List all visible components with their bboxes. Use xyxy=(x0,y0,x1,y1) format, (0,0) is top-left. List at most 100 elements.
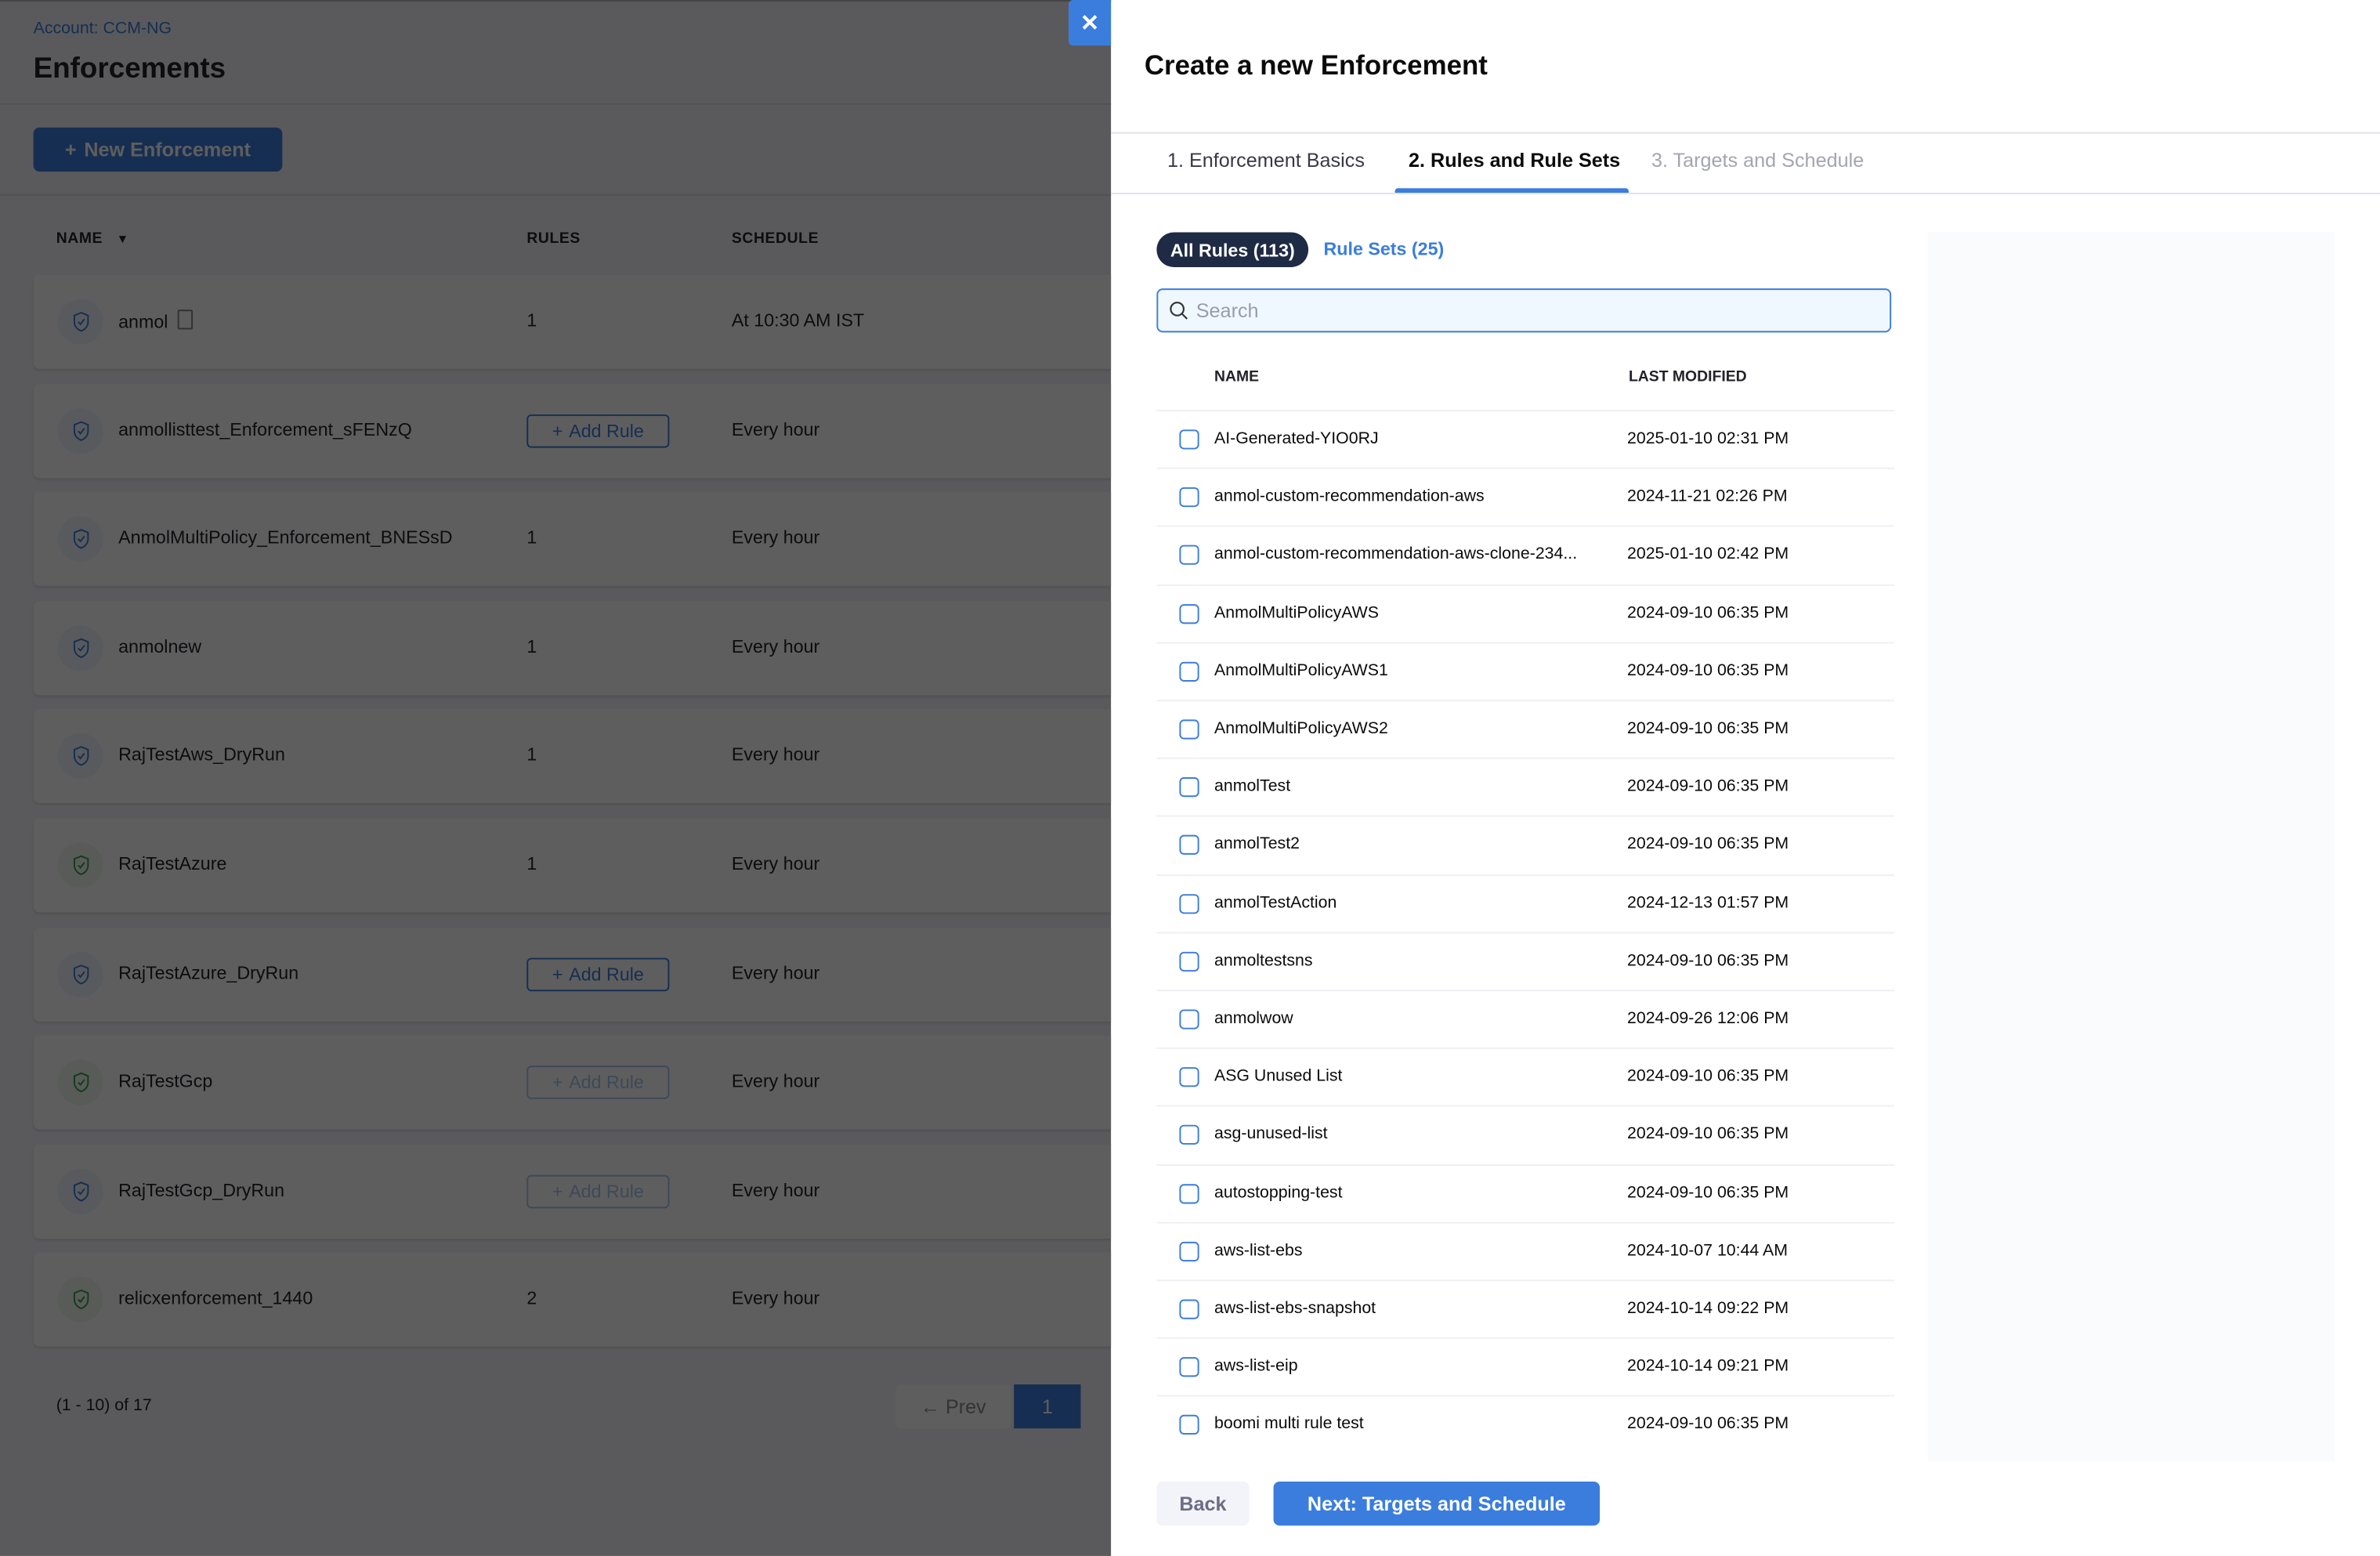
prev-page-button[interactable]: ← Prev xyxy=(895,1384,1011,1429)
rule-checkbox[interactable] xyxy=(1179,1067,1199,1087)
divider xyxy=(0,103,1112,105)
rule-name: anmolTest xyxy=(1214,777,1291,796)
rule-checkbox[interactable] xyxy=(1179,1357,1199,1377)
schedule: Every hour xyxy=(731,744,820,766)
new-enforcement-button[interactable]: + New Enforcement xyxy=(33,127,283,172)
active-tab-indicator xyxy=(1394,188,1629,194)
rule-row[interactable]: ASG Unused List 2024-09-10 06:35 PM xyxy=(1156,1048,1894,1107)
enforcement-row[interactable]: RajTestAws_DryRun 1 Every hour xyxy=(33,709,1112,804)
rule-checkbox[interactable] xyxy=(1179,661,1199,682)
shield-icon-badge xyxy=(57,299,103,345)
enforcement-row[interactable]: AnmolMultiPolicy_Enforcement_BNESsD 1 Ev… xyxy=(33,492,1112,587)
rule-row[interactable]: anmol-custom-recommendation-aws 2024-11-… xyxy=(1156,468,1894,527)
enforcement-row[interactable]: relicxenforcement_1440 2 Every hour xyxy=(33,1253,1112,1348)
rule-checkbox[interactable] xyxy=(1179,545,1199,566)
add-rule-button[interactable]: + Add Rule xyxy=(526,414,670,447)
enforcement-row[interactable]: RajTestGcp_DryRun + Add Rule Every hour xyxy=(33,1144,1112,1239)
rule-row[interactable]: autostopping-test 2024-09-10 06:35 PM xyxy=(1156,1163,1894,1223)
rule-row[interactable]: AI-Generated-YIO0RJ 2025-01-10 02:31 PM xyxy=(1156,410,1894,469)
enforcements-page-dimmed-behind-modal: Account: CCM-NG Enforcements + New Enfor… xyxy=(0,0,1112,1556)
page-1-button[interactable]: 1 xyxy=(1014,1384,1081,1429)
rule-checkbox[interactable] xyxy=(1179,835,1199,856)
rule-checkbox[interactable] xyxy=(1179,719,1199,740)
add-rule-button[interactable]: + Add Rule xyxy=(526,1174,670,1208)
rule-row[interactable]: AnmolMultiPolicyAWS1 2024-09-10 06:35 PM xyxy=(1156,642,1894,701)
next-button[interactable]: Next: Targets and Schedule xyxy=(1273,1482,1601,1526)
enforcement-name[interactable]: anmollisttest_Enforcement_sFENzQ xyxy=(118,418,412,440)
rule-checkbox[interactable] xyxy=(1179,1299,1199,1319)
enforcement-row[interactable]: anmolnew 1 Every hour xyxy=(33,600,1112,695)
rules-count: 1 xyxy=(526,635,537,657)
rule-row[interactable]: aws-list-ebs 2024-10-07 10:44 AM xyxy=(1156,1221,1894,1281)
rule-row[interactable]: anmolTest2 2024-09-10 06:35 PM xyxy=(1156,816,1894,875)
enforcement-name[interactable]: anmol xyxy=(118,309,194,332)
enforcement-name[interactable]: AnmolMultiPolicy_Enforcement_BNESsD xyxy=(118,527,453,548)
rule-row[interactable]: AnmolMultiPolicyAWS2 2024-09-10 06:35 PM xyxy=(1156,700,1894,759)
rule-name: AnmolMultiPolicyAWS xyxy=(1214,603,1380,622)
rule-row[interactable]: aws-list-ebs-snapshot 2024-10-14 09:22 P… xyxy=(1156,1279,1894,1339)
rule-checkbox[interactable] xyxy=(1179,1125,1199,1145)
rule-row[interactable]: anmol-custom-recommendation-aws-clone-23… xyxy=(1156,526,1894,585)
rule-checkbox[interactable] xyxy=(1179,1415,1199,1435)
rule-checkbox[interactable] xyxy=(1179,951,1199,972)
plus-icon: + xyxy=(552,963,563,985)
shield-icon-badge xyxy=(57,733,103,780)
rule-row[interactable]: boomi multi rule test 2024-09-10 06:35 P… xyxy=(1156,1395,1894,1455)
enforcement-name[interactable]: relicxenforcement_1440 xyxy=(118,1287,313,1309)
enforcement-name[interactable]: RajTestAws_DryRun xyxy=(118,744,285,766)
rule-row[interactable]: AnmolMultiPolicyAWS 2024-09-10 06:35 PM xyxy=(1156,584,1894,643)
add-rule-button[interactable]: + Add Rule xyxy=(526,957,670,991)
rule-last-modified: 2024-10-07 10:44 AM xyxy=(1627,1241,1789,1260)
search-field[interactable] xyxy=(1156,288,1892,333)
enforcement-name[interactable]: anmolnew xyxy=(118,635,202,657)
rule-checkbox[interactable] xyxy=(1179,429,1199,450)
rule-row[interactable]: aws-list-eip 2024-10-14 09:21 PM xyxy=(1156,1337,1894,1397)
rule-row[interactable]: anmolTest 2024-09-10 06:35 PM xyxy=(1156,758,1894,817)
rule-last-modified: 2024-09-10 06:35 PM xyxy=(1627,1415,1789,1434)
rule-row[interactable]: anmoltestsns 2024-09-10 06:35 PM xyxy=(1156,932,1894,991)
rule-checkbox[interactable] xyxy=(1179,1183,1199,1203)
column-header-name[interactable]: NAME ▼ xyxy=(56,230,129,248)
tab-rules-and-rule-sets[interactable]: 2. Rules and Rule Sets xyxy=(1409,148,1621,172)
rule-name: aws-list-ebs xyxy=(1214,1241,1303,1260)
column-header-schedule: SCHEDULE xyxy=(731,230,819,248)
schedule: Every hour xyxy=(731,961,820,983)
rule-checkbox[interactable] xyxy=(1179,603,1199,624)
filter-rule-sets[interactable]: Rule Sets (25) xyxy=(1323,238,1445,260)
enforcement-name[interactable]: RajTestAzure xyxy=(118,852,227,874)
document-icon xyxy=(177,309,194,330)
tab-enforcement-basics[interactable]: 1. Enforcement Basics xyxy=(1166,148,1365,172)
rule-last-modified: 2024-09-10 06:35 PM xyxy=(1627,661,1789,680)
add-rule-button[interactable]: + Add Rule xyxy=(526,1066,670,1100)
tab-targets-and-schedule[interactable]: 3. Targets and Schedule xyxy=(1651,148,1865,172)
enforcement-name[interactable]: RajTestAzure_DryRun xyxy=(118,961,299,983)
enforcement-row[interactable]: anmol 1 At 10:30 AM IST xyxy=(33,274,1112,369)
enforcement-row[interactable]: RajTestGcp + Add Rule Every hour xyxy=(33,1035,1112,1130)
enforcement-name[interactable]: RajTestGcp xyxy=(118,1070,213,1092)
rule-checkbox[interactable] xyxy=(1179,1241,1199,1261)
breadcrumb-account[interactable]: Account: CCM-NG xyxy=(33,20,172,38)
rule-checkbox[interactable] xyxy=(1179,487,1199,508)
enforcement-name[interactable]: RajTestGcp_DryRun xyxy=(118,1179,285,1201)
filter-all-rules[interactable]: All Rules (113) xyxy=(1156,232,1309,267)
enforcement-row[interactable]: RajTestAzure 1 Every hour xyxy=(33,818,1112,913)
selection-panel xyxy=(1927,232,2335,1462)
rule-row[interactable]: anmolwow 2024-09-26 12:06 PM xyxy=(1156,990,1894,1049)
drawer-title: Create a new Enforcement xyxy=(1144,49,1488,81)
schedule: Every hour xyxy=(731,852,820,874)
rule-row[interactable]: anmolTestAction 2024-12-13 01:57 PM xyxy=(1156,874,1894,933)
rule-checkbox[interactable] xyxy=(1179,777,1199,798)
rule-last-modified: 2025-01-10 02:31 PM xyxy=(1627,429,1789,448)
search-input[interactable] xyxy=(1195,299,1865,322)
shield-check-icon xyxy=(73,1181,89,1202)
close-drawer-button[interactable]: ✕ xyxy=(1069,0,1112,46)
rule-checkbox[interactable] xyxy=(1179,1009,1199,1029)
back-button[interactable]: Back xyxy=(1156,1482,1250,1526)
enforcement-row[interactable]: anmollisttest_Enforcement_sFENzQ + Add Ru… xyxy=(33,383,1112,478)
rule-checkbox[interactable] xyxy=(1179,893,1199,914)
rule-last-modified: 2024-09-10 06:35 PM xyxy=(1627,1183,1789,1202)
shield-check-icon xyxy=(73,964,89,984)
rule-row[interactable]: asg-unused-list 2024-09-10 06:35 PM xyxy=(1156,1105,1894,1165)
rule-name: aws-list-ebs-snapshot xyxy=(1214,1299,1376,1318)
enforcement-row[interactable]: RajTestAzure_DryRun + Add Rule Every hour xyxy=(33,927,1112,1022)
